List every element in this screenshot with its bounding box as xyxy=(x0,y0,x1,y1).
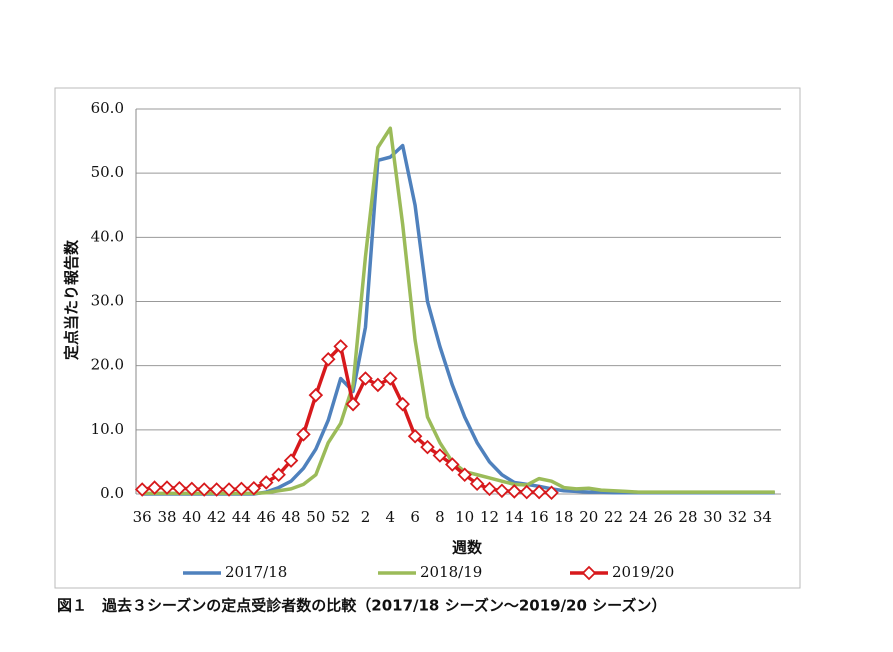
point-marker xyxy=(172,480,187,496)
x-tick-label: 38 xyxy=(157,508,176,526)
point-marker xyxy=(432,448,448,463)
y-tick-label: 10.0 xyxy=(91,420,124,438)
point-marker xyxy=(283,453,299,468)
point-marker xyxy=(209,482,224,497)
point-marker xyxy=(407,428,423,444)
point-marker xyxy=(544,485,559,500)
point-marker xyxy=(159,480,175,495)
point-marker xyxy=(258,475,274,490)
x-tick-label: 32 xyxy=(728,508,747,526)
point-marker xyxy=(445,457,460,472)
point-marker xyxy=(345,396,361,412)
point-marker xyxy=(507,484,522,499)
point-marker xyxy=(320,351,336,367)
x-tick-label: 34 xyxy=(753,508,772,526)
x-tick-label: 52 xyxy=(331,508,350,526)
point-marker xyxy=(221,482,237,497)
x-tick-label: 20 xyxy=(579,508,598,526)
point-marker xyxy=(333,339,348,354)
point-marker xyxy=(234,481,249,497)
x-tick-label: 4 xyxy=(386,508,396,526)
caption: 図１ 過去３シーズンの定点受診者数の比較（2017/18 シーズン～2019/2… xyxy=(57,597,666,615)
x-tick-label: 18 xyxy=(554,508,573,526)
x-tick-label: 26 xyxy=(654,508,673,526)
series-line xyxy=(142,143,775,496)
x-tick-label: 44 xyxy=(232,508,251,526)
series-line xyxy=(141,344,552,495)
point-marker xyxy=(370,377,386,393)
x-tick-label: 36 xyxy=(133,508,152,526)
x-tick-label: 2 xyxy=(361,508,371,526)
point-marker xyxy=(184,481,200,497)
x-tick-label: 48 xyxy=(282,508,301,526)
x-tick-label: 42 xyxy=(207,508,226,526)
point-marker xyxy=(271,467,286,483)
x-tick-label: 12 xyxy=(480,508,499,526)
legend-label: 2018/19 xyxy=(420,563,482,581)
x-tick-label: 22 xyxy=(604,508,623,526)
x-tick-label: 28 xyxy=(678,508,697,526)
point-marker xyxy=(383,371,398,386)
point-marker xyxy=(246,480,262,496)
x-tick-label: 30 xyxy=(703,508,722,526)
y-tick-label: 40.0 xyxy=(91,227,124,245)
point-marker xyxy=(457,467,472,483)
x-tick-label: 40 xyxy=(182,508,201,526)
y-tick-label: 20.0 xyxy=(91,356,124,374)
y-tick-label: 60.0 xyxy=(91,99,124,117)
y-tick-label: 50.0 xyxy=(91,163,124,181)
x-tick-label: 16 xyxy=(530,508,549,526)
point-marker xyxy=(395,396,410,412)
chart-frame xyxy=(54,87,801,589)
x-tick-label: 10 xyxy=(455,508,474,526)
x-tick-label: 46 xyxy=(257,508,276,526)
point-marker xyxy=(469,476,485,492)
series-line xyxy=(142,126,775,496)
legend-label: 2019/20 xyxy=(612,563,674,581)
point-marker xyxy=(308,387,324,403)
point-marker xyxy=(531,484,547,500)
y-axis-title: 定点当たり報告数 xyxy=(63,239,81,360)
x-axis-title: 週数 xyxy=(452,539,483,557)
point-marker xyxy=(296,427,311,442)
point-marker xyxy=(358,371,373,386)
x-tick-label: 24 xyxy=(629,508,648,526)
point-marker xyxy=(420,439,435,455)
legend-marker xyxy=(581,565,597,581)
point-marker xyxy=(147,480,162,495)
point-marker xyxy=(519,484,534,500)
x-tick-label: 6 xyxy=(410,508,420,526)
point-marker xyxy=(494,483,510,499)
legend-label: 2017/18 xyxy=(225,563,287,581)
point-marker xyxy=(134,482,150,497)
x-tick-label: 50 xyxy=(306,508,325,526)
point-marker xyxy=(482,481,497,497)
point-marker xyxy=(196,482,212,497)
y-tick-label: 0.0 xyxy=(100,484,124,502)
x-tick-label: 14 xyxy=(505,508,524,526)
y-tick-label: 30.0 xyxy=(91,292,124,310)
x-tick-label: 8 xyxy=(435,508,445,526)
